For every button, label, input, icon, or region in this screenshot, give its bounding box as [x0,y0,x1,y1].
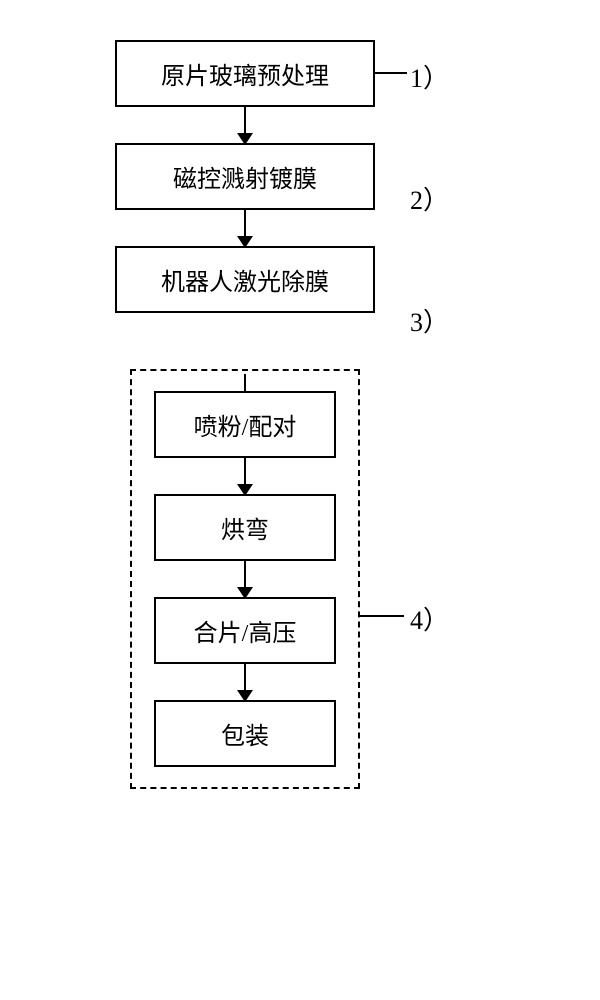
arrow-2-3 [244,210,246,246]
step-1-box: 原片玻璃预处理 [115,40,375,107]
substep-4-text: 包装 [221,724,269,750]
substep-4-box: 包装 [154,700,336,767]
substep-3-box: 合片/高压 [154,597,336,664]
step-2-text: 磁控溅射镀膜 [173,167,317,193]
step-4-dashed-group: 喷粉/配对 烘弯 合片/高压 包装 [130,369,360,789]
outer-steps-group: 原片玻璃预处理 磁控溅射镀膜 机器人激光除膜 [115,40,375,313]
step-2-label: 2） [410,180,449,217]
step-3-text: 机器人激光除膜 [161,270,329,296]
process-flowchart: 原片玻璃预处理 磁控溅射镀膜 机器人激光除膜 喷粉/配对 烘弯 合片/高压 包装… [100,40,500,789]
substep-1-box: 喷粉/配对 [154,391,336,458]
arrow-s1-s2 [244,458,246,494]
substep-1-text: 喷粉/配对 [194,415,297,441]
step-1-label: 1） [410,58,449,95]
arrow-1-2 [244,107,246,143]
substep-2-box: 烘弯 [154,494,336,561]
step-1-text: 原片玻璃预处理 [161,64,329,90]
arrow-s2-s3 [244,561,246,597]
step-2-box: 磁控溅射镀膜 [115,143,375,210]
arrow-s3-s4 [244,664,246,700]
step-3-label: 3） [410,302,449,339]
label-4-connector [360,615,404,617]
substep-3-text: 合片/高压 [194,621,297,647]
label-1-connector [375,72,407,74]
step-3-box: 机器人激光除膜 [115,246,375,313]
step-4-label: 4） [410,600,449,637]
substep-2-text: 烘弯 [221,518,269,544]
